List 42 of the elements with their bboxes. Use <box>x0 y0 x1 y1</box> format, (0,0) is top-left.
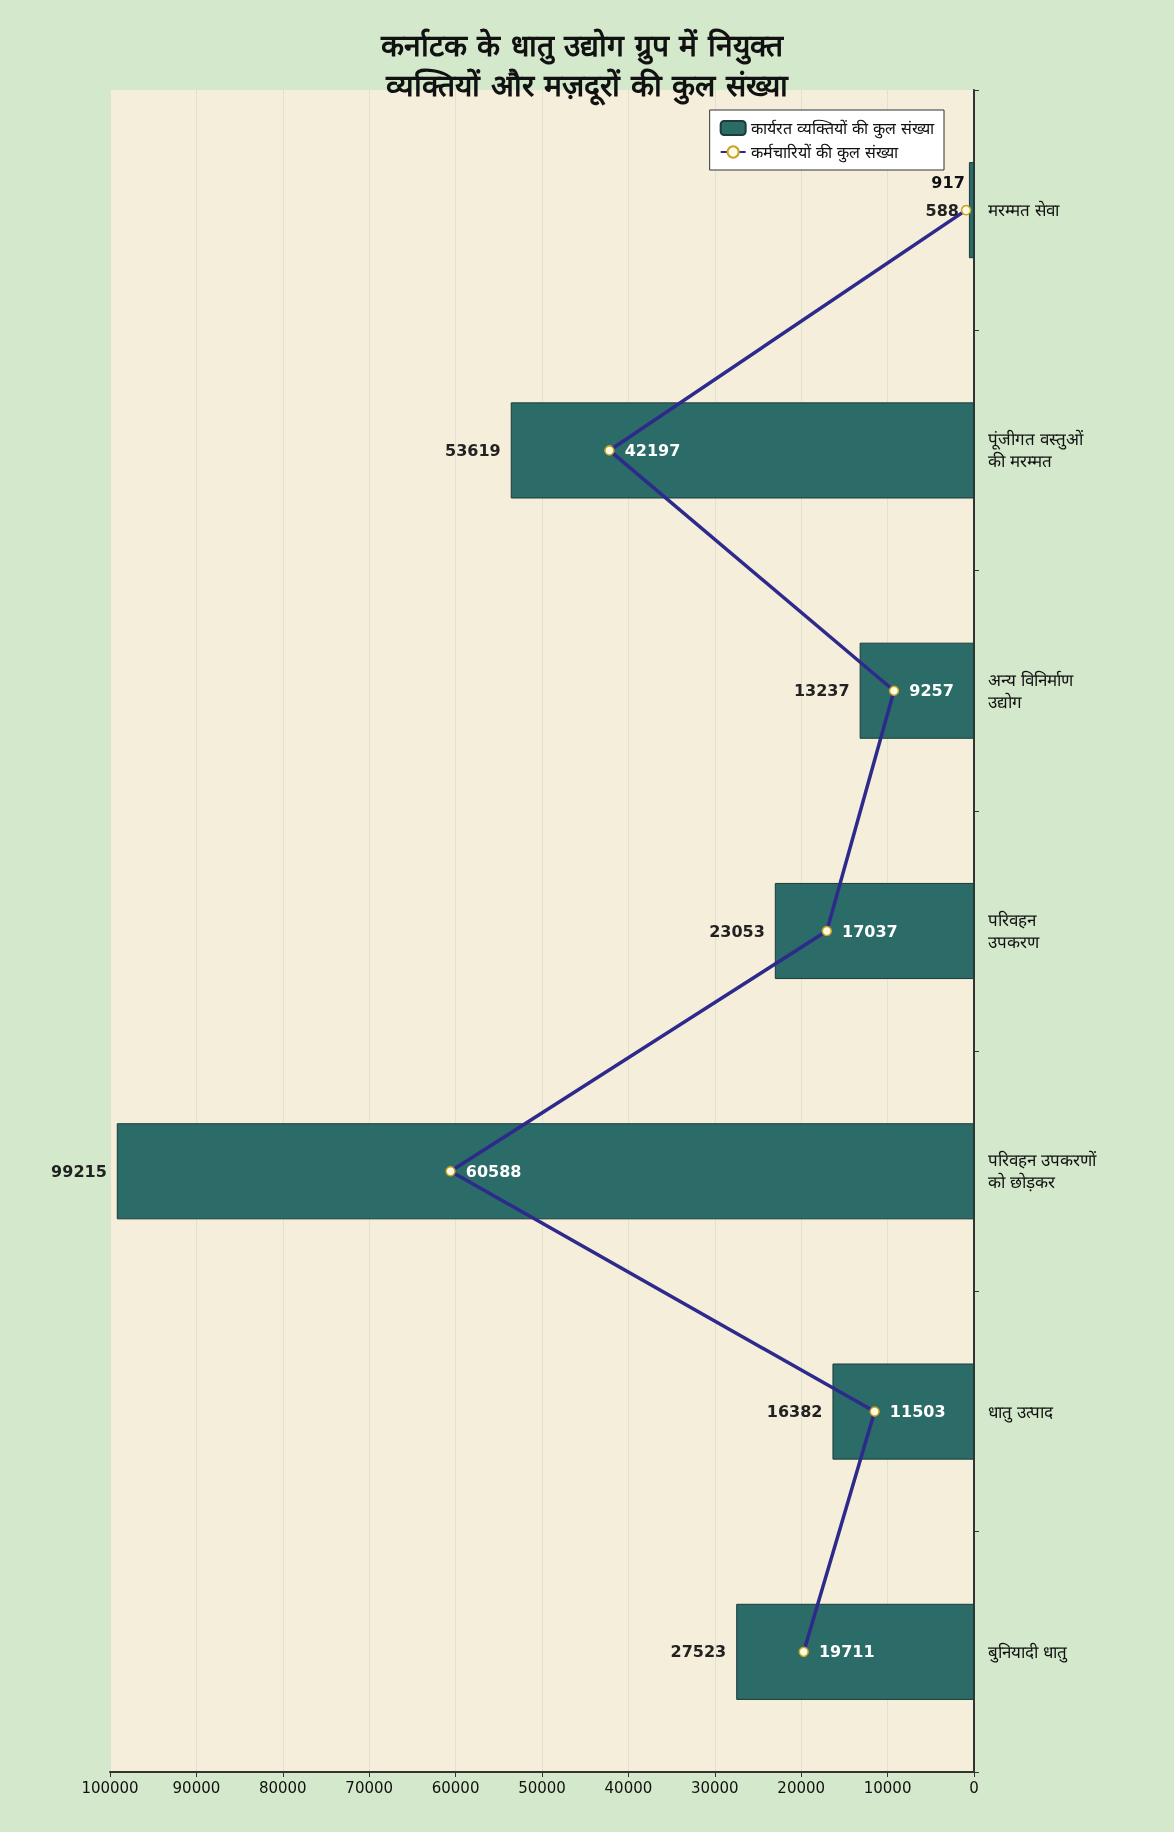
data-label: 42197 <box>624 440 681 460</box>
y-tick-label: धातु उत्पाद <box>988 1401 1055 1423</box>
bar <box>832 1363 974 1460</box>
x-tick-label: 80000 <box>258 1778 307 1797</box>
x-tick-label: 70000 <box>345 1778 394 1797</box>
x-tick-label: 60000 <box>431 1778 480 1797</box>
bar <box>510 402 974 499</box>
x-tick-label: 90000 <box>172 1778 221 1797</box>
y-tick-label: पूंजीगत वस्तुओं की मरम्मत <box>988 429 1085 472</box>
data-label: 13237 <box>793 681 850 701</box>
y-tick-label: परिवहन उपकरणों को छोड़कर <box>988 1150 1098 1193</box>
y-tick-label: बुनियादी धातु <box>988 1641 1069 1663</box>
data-label: 60588 <box>465 1161 522 1181</box>
bar <box>736 1603 974 1700</box>
bar <box>116 1123 974 1220</box>
data-label: 9257 <box>909 681 954 701</box>
data-label: 11503 <box>889 1402 946 1422</box>
data-label: 17037 <box>842 921 898 941</box>
x-tick-label: 0 <box>969 1778 979 1797</box>
x-tick-label: 30000 <box>690 1778 739 1797</box>
data-label: 99215 <box>51 1161 107 1181</box>
legend-label: कर्मचारियों की कुल संख्या <box>750 142 899 163</box>
chart-title: कर्नाटक के धातु उद्योग ग्रुप में नियुक्त व्यक्तियों और मज़दूरों की कुल संख्या <box>379 27 794 106</box>
y-tick-label: मरम्मत सेवा <box>988 200 1061 221</box>
legend-label: कार्यरत व्यक्तियों की कुल संख्या <box>750 118 935 139</box>
bar <box>859 642 974 739</box>
data-label: 16382 <box>766 1402 823 1422</box>
bar <box>774 882 974 980</box>
x-tick-label: 50000 <box>518 1778 566 1797</box>
data-label: 917 <box>931 173 965 193</box>
data-label: 588 <box>925 200 959 220</box>
bar <box>968 162 974 259</box>
data-label: 53619 <box>445 440 501 460</box>
x-tick-label: 100000 <box>81 1778 139 1797</box>
x-tick-label: 20000 <box>777 1778 826 1797</box>
data-label: 27523 <box>670 1642 727 1662</box>
x-tick-label: 40000 <box>604 1778 653 1797</box>
x-tick-label: 10000 <box>863 1778 912 1797</box>
y-tick-label: अन्य विनिर्माण उद्योग <box>988 669 1075 712</box>
y-tick-label: परिवहन उपकरण <box>988 910 1040 952</box>
data-label: 23053 <box>709 921 765 941</box>
data-label: 19711 <box>818 1642 875 1662</box>
